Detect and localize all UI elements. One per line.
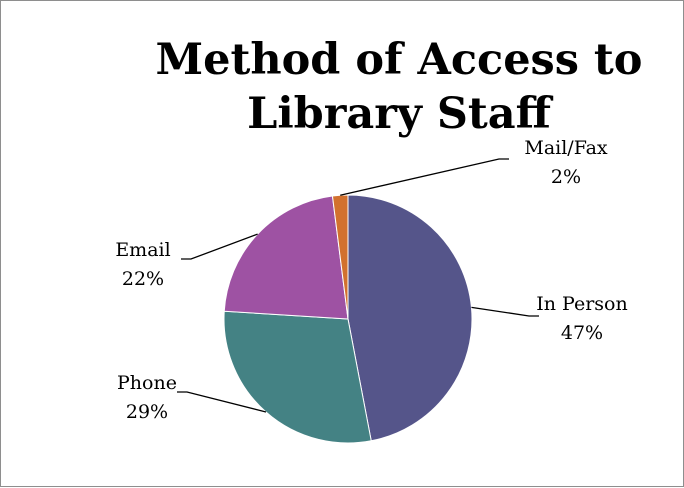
slice-percent-mail-fax: 2% xyxy=(551,166,581,188)
chart-title-line-2: Library Staff xyxy=(247,89,554,139)
leader-lines xyxy=(177,158,539,413)
slice-percent-phone: 29% xyxy=(126,401,168,423)
leader-line-email xyxy=(181,233,258,260)
pie-slice-email xyxy=(223,195,349,320)
pie-slice-phone xyxy=(223,310,372,444)
pie-slice-in-person xyxy=(347,194,473,442)
data-labels: In Person 47% Phone 29% Email 22% Mail/Fax 2% xyxy=(115,137,627,423)
slice-label-phone: Phone xyxy=(117,372,177,394)
leader-line-phone xyxy=(177,391,267,413)
chart-title: Method of Access to Library Staff xyxy=(156,35,643,139)
slice-percent-in-person: 47% xyxy=(561,322,603,344)
leader-line-mail-fax xyxy=(340,158,509,196)
slice-label-in-person: In Person xyxy=(536,293,627,315)
slice-label-mail-fax: Mail/Fax xyxy=(524,137,608,159)
leader-line-in-person xyxy=(471,306,539,317)
slice-label-email: Email xyxy=(115,239,170,261)
chart-title-line-1: Method of Access to xyxy=(156,35,643,85)
pie-slices xyxy=(223,194,473,444)
slice-percent-email: 22% xyxy=(122,268,164,290)
